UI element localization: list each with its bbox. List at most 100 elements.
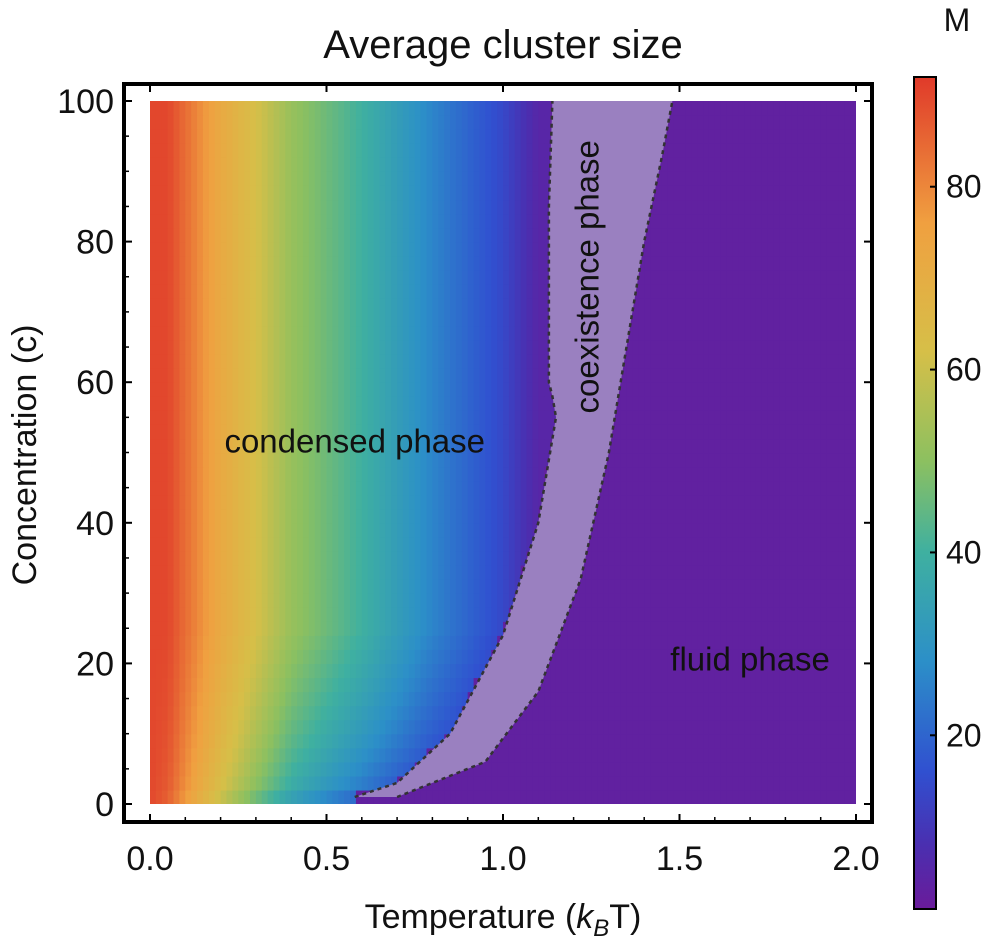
heatmap-cell <box>291 354 298 369</box>
heatmap-cell <box>397 283 404 299</box>
heatmap-cell <box>761 269 769 285</box>
heatmap-cell <box>814 368 822 383</box>
heatmap-cell <box>497 564 504 580</box>
heatmap-cell <box>202 536 210 552</box>
heatmap-cell <box>620 789 628 804</box>
heatmap-cell <box>426 522 433 538</box>
heatmap-cell <box>750 550 757 566</box>
heatmap-cell <box>838 593 845 608</box>
heatmap-cell <box>238 241 245 257</box>
heatmap-cell <box>302 255 310 271</box>
heatmap-cell <box>632 536 639 552</box>
heatmap-cell <box>461 410 469 425</box>
heatmap-cell <box>326 297 333 313</box>
heatmap-cell <box>350 705 357 721</box>
heatmap-cell <box>838 508 845 524</box>
heatmap-cell <box>391 621 398 636</box>
heatmap-cell <box>279 227 286 243</box>
heatmap-cell <box>844 283 851 299</box>
heatmap-cell <box>473 297 481 313</box>
heatmap-cell <box>485 452 492 468</box>
heatmap-cell <box>397 452 404 468</box>
heatmap-cell <box>273 522 281 538</box>
heatmap-cell <box>485 213 492 229</box>
heatmap-cell <box>361 593 369 608</box>
heatmap-cell <box>238 297 245 313</box>
heatmap-cell <box>632 593 639 608</box>
heatmap-cell <box>385 255 392 271</box>
heatmap-cell <box>491 297 498 313</box>
heatmap-cell <box>444 593 451 608</box>
heatmap-cell <box>197 269 204 285</box>
heatmap-cell <box>250 424 257 440</box>
heatmap-cell <box>185 452 192 468</box>
heatmap-cell <box>532 508 539 524</box>
heatmap-cell <box>161 677 169 693</box>
heatmap-cell <box>391 550 398 566</box>
heatmap-cell <box>832 382 839 397</box>
heatmap-cell <box>508 789 516 804</box>
heatmap-cell <box>620 550 628 566</box>
heatmap-cell <box>808 452 816 468</box>
heatmap-cell <box>514 550 522 566</box>
heatmap-cell <box>532 775 539 791</box>
heatmap-cell <box>844 747 851 763</box>
heatmap-cell <box>238 607 245 622</box>
heatmap-cell <box>291 747 298 763</box>
heatmap-cell <box>608 691 616 707</box>
heatmap-cell <box>585 747 592 763</box>
heatmap-cell <box>626 466 634 482</box>
heatmap-cell <box>514 747 522 763</box>
heatmap-cell <box>820 635 828 650</box>
heatmap-cell <box>197 452 204 468</box>
heatmap-cell <box>608 663 616 679</box>
heatmap-cell <box>773 368 781 383</box>
heatmap-cell <box>385 536 392 552</box>
heatmap-cell <box>426 719 433 735</box>
heatmap-cell <box>467 438 475 454</box>
heatmap-cell <box>638 649 645 664</box>
heatmap-cell <box>379 452 386 468</box>
heatmap-cell <box>632 635 639 650</box>
heatmap-cell <box>232 241 239 257</box>
heatmap-cell <box>644 227 651 243</box>
heatmap-cell <box>673 789 681 804</box>
heatmap-cell <box>767 452 775 468</box>
heatmap-cell <box>650 691 657 707</box>
heatmap-cell <box>461 649 469 664</box>
heatmap-cell <box>208 297 216 313</box>
heatmap-cell <box>673 761 681 777</box>
heatmap-cell <box>667 761 675 777</box>
heatmap-cell <box>779 677 786 693</box>
heatmap-cell <box>150 368 157 383</box>
heatmap-cell <box>691 677 698 693</box>
heatmap-cell <box>461 466 469 482</box>
heatmap-cell <box>308 311 316 327</box>
heatmap-cell <box>697 396 704 411</box>
heatmap-cell <box>555 649 563 664</box>
heatmap-cell <box>261 297 269 313</box>
heatmap-cell <box>255 761 263 777</box>
heatmap-cell <box>655 466 663 482</box>
heatmap-cell <box>603 705 610 721</box>
heatmap-cell <box>791 649 798 664</box>
heatmap-cell <box>638 691 645 707</box>
heatmap-cell <box>461 621 469 636</box>
heatmap-cell <box>832 536 839 552</box>
heatmap-cell <box>279 452 286 468</box>
heatmap-cell <box>414 677 422 693</box>
heatmap-cell <box>379 354 386 369</box>
heatmap-cell <box>250 480 257 496</box>
heatmap-cell <box>402 508 410 524</box>
heatmap-cell <box>455 480 463 496</box>
heatmap-cell <box>791 747 798 763</box>
heatmap-cell <box>632 663 639 679</box>
heatmap-cell <box>273 733 281 749</box>
heatmap-cell <box>414 747 422 763</box>
heatmap-cell <box>785 325 792 341</box>
heatmap-cell <box>832 452 839 468</box>
heatmap-cell <box>191 283 198 299</box>
heatmap-cell <box>314 325 322 341</box>
heatmap-cell <box>232 747 239 763</box>
heatmap-cell <box>420 747 428 763</box>
